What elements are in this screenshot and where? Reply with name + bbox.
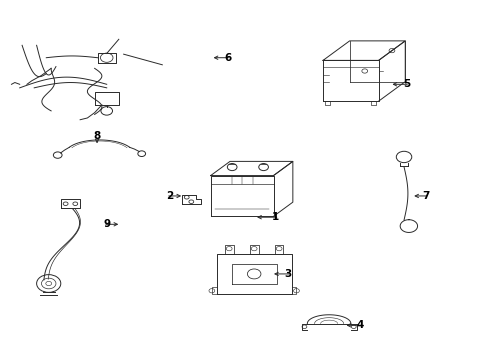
Text: 3: 3 (284, 269, 291, 279)
Text: 1: 1 (272, 212, 279, 222)
Text: 8: 8 (93, 131, 101, 141)
Text: 2: 2 (165, 191, 173, 201)
Text: 7: 7 (421, 191, 428, 201)
Text: 6: 6 (224, 53, 231, 63)
Text: 5: 5 (402, 79, 409, 89)
Text: 9: 9 (103, 219, 110, 229)
Text: 4: 4 (356, 320, 364, 330)
